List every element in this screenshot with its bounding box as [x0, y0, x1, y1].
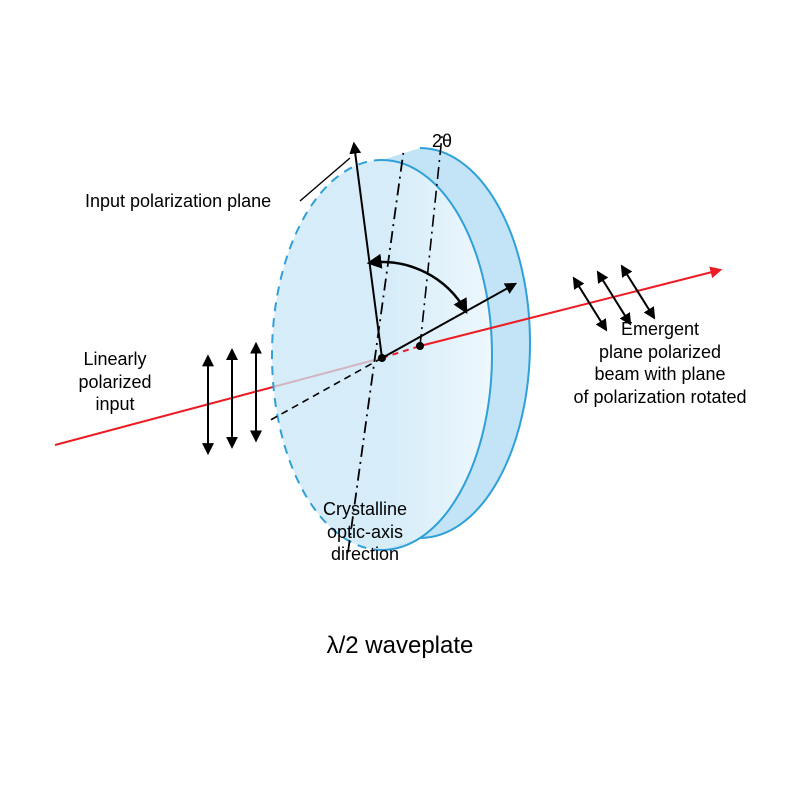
diagram-caption: λ/2 waveplate: [0, 632, 800, 660]
output-polarization-arrow: [622, 267, 654, 318]
label-crystalline-axis: Crystalline optic-axis direction: [285, 498, 445, 566]
label-angle-2theta: 2θ: [432, 130, 452, 153]
label-emergent-beam: Emergent plane polarized beam with plane…: [545, 318, 775, 408]
label-linearly-polarized-input: Linearly polarized input: [55, 348, 175, 416]
label-input-polarization-plane: Input polarization plane: [85, 190, 271, 213]
output-polarization-arrow: [598, 273, 630, 324]
